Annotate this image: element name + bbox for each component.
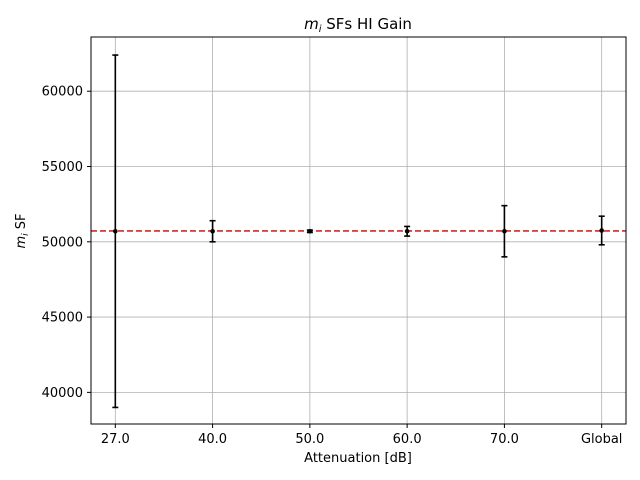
y-tick-label: 40000 — [42, 386, 83, 401]
x-axis-ticks: 27.0 40.0 50.0 60.0 70.0 Global — [101, 424, 622, 447]
y-axis-label: mi SF — [14, 213, 31, 248]
y-axis-ticks: 40000 45000 50000 55000 60000 — [42, 85, 91, 401]
x-axis-label: Attenuation [dB] — [304, 451, 412, 466]
data-point — [113, 228, 118, 234]
data-point — [404, 228, 410, 234]
y-tick-label: 60000 — [42, 85, 83, 100]
x-tick-label: Global — [581, 432, 622, 447]
x-tick-label: 50.0 — [295, 432, 324, 447]
plot-frame — [90, 36, 627, 425]
y-tick-label: 45000 — [42, 311, 83, 326]
x-tick-label: 27.0 — [101, 432, 130, 447]
data-point — [210, 228, 215, 234]
data-point — [599, 228, 604, 233]
chart-title: mi SFs HI Gain — [304, 15, 412, 35]
y-tick-label: 50000 — [42, 235, 83, 250]
data-layer — [112, 54, 605, 409]
x-tick-label: 70.0 — [490, 432, 519, 447]
x-tick-label: 40.0 — [198, 432, 227, 447]
data-point — [307, 228, 313, 234]
data-point — [502, 228, 507, 234]
x-tick-label: 60.0 — [393, 432, 422, 447]
y-tick-label: 55000 — [42, 160, 83, 175]
